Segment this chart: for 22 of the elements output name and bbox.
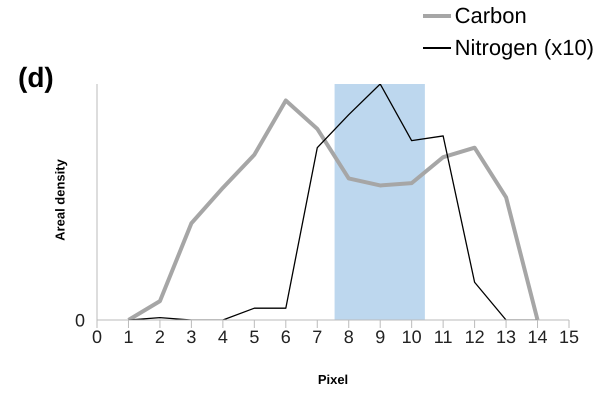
x-tick-label: 10 xyxy=(402,326,422,347)
x-tick-label: 6 xyxy=(280,326,291,347)
legend-label: Nitrogen (x10) xyxy=(454,34,594,62)
x-tick-label: 11 xyxy=(434,326,452,347)
x-tick-label: 2 xyxy=(154,326,165,347)
x-tick-label: 15 xyxy=(558,326,580,347)
x-tick-label: 1 xyxy=(123,326,134,347)
x-axis-title: Pixel xyxy=(316,372,350,387)
x-tick-label: 5 xyxy=(249,326,260,347)
x-tick-label: 14 xyxy=(528,326,548,347)
x-tick-label: 4 xyxy=(218,326,228,347)
x-tick-label: 8 xyxy=(344,326,354,347)
x-tick-label: 13 xyxy=(496,326,516,347)
legend-label: Carbon xyxy=(454,2,527,30)
x-tick-label: 3 xyxy=(186,326,196,347)
text: 0 xyxy=(74,310,85,330)
x-tick-label: 9 xyxy=(375,326,386,347)
x-tick-label: 7 xyxy=(312,326,322,347)
x-tick-label: 0 xyxy=(92,326,102,347)
chart-title: (d) xyxy=(18,62,54,94)
x-tick-label: 12 xyxy=(464,326,485,347)
y-axis-title: Areal density xyxy=(52,159,68,241)
